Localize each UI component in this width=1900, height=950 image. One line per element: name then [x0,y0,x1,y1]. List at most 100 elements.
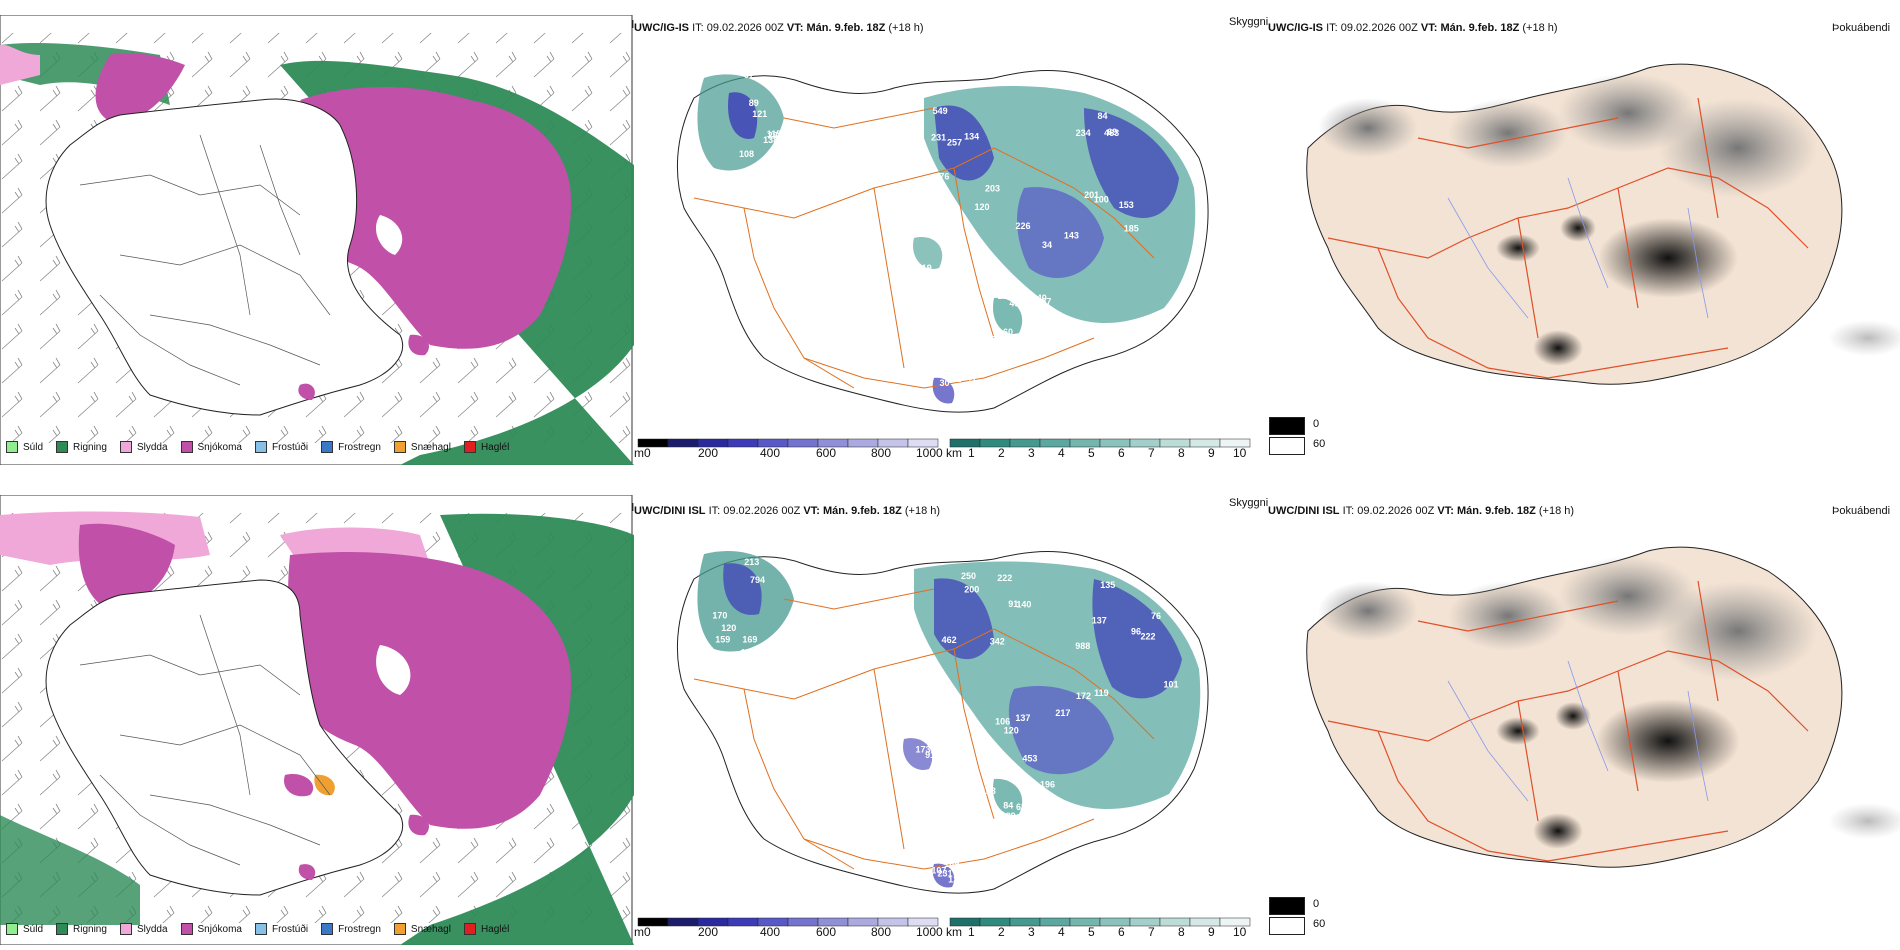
elevation-colorbar: m 0 200 400 600 800 1000 [634,438,954,465]
visibility-colorbar-strip [949,438,1251,448]
legend-swatch [119,441,132,453]
visibility-value-label: 115 [767,129,782,139]
visibility-value-label: 163 [944,846,959,856]
row1-fog-panel: UWC/IG-IS IT: 09.02.2026 00Z VT: Mán. 9.… [1268,13,1900,465]
visibility-value-label: 172 [1076,691,1091,701]
visibility-value-label: 257 [947,138,962,148]
visibility-tick: 1 [968,446,975,460]
visibility-value-label: 988 [1075,641,1090,651]
lead-time: (+18 h) [1522,22,1558,34]
visibility-value-label: 34 [1042,240,1052,250]
elevation-tick: 0 [644,925,651,939]
legend-label: Slydda [136,923,168,935]
elevation-tick: 0 [644,446,651,460]
legend-swatch [463,441,476,453]
visibility-tick: 8 [1178,925,1185,939]
visibility-tick: 2 [998,925,1005,939]
visibility-value-label: 104 [974,336,989,346]
elevation-tick: 800 [871,446,892,460]
legend-label: Rigning [73,923,107,935]
visibility-value-label: 120 [909,265,924,275]
row2-fog-header: UWC/DINI ISL IT: 09.02.2026 00Z VT: Mán.… [1268,505,1574,517]
elevation-tick: 200 [698,925,719,939]
visibility-value-label: 100 [991,817,1006,827]
legend-label: Frostúði [271,441,309,453]
visibility-value-label: 234 [1076,128,1091,138]
vt-value: Mán. 9.feb. 18Z [806,22,886,34]
visibility-value-label: 137 [1092,616,1107,626]
row2-vis-header: UWC/DINI ISL IT: 09.02.2026 00Z VT: Mán.… [634,505,940,517]
vt-value: Mán. 9.feb. 18Z [1440,22,1520,34]
visibility-tick: 8 [1178,446,1185,460]
visibility-value-label: 16 [784,162,794,172]
visibility-value-label: 170 [712,611,727,621]
visibility-value-label: 137 [935,741,950,751]
visibility-panel-title: Skyggni [1229,16,1268,28]
visibility-value-label: 457 [948,843,963,853]
model-name: UWC/IG-IS [1268,22,1323,34]
visibility-value-label: 185 [1124,224,1139,234]
visibility-value-label: 89 [1006,811,1016,821]
vt-label: VT: [1437,505,1454,517]
vt-label: VT: [786,22,804,34]
visibility-tick: 3 [1028,446,1035,460]
visibility-value-label: 94 [971,795,981,805]
legend-swatch [119,923,132,935]
legend-swatch [321,923,334,935]
visibility-value-label: 123 [981,786,996,796]
visibility-tick: 7 [1148,446,1155,460]
visibility-value-label: 231 [938,869,953,879]
fog-legend-swatch [1269,897,1305,915]
visibility-tick: 2 [998,446,1005,460]
visibility-value-label: 342 [990,637,1005,647]
legend-item: Rigning [56,441,107,453]
visibility-value-label: 100 [963,364,978,374]
legend-item: Rigning [56,923,107,935]
lead-time: (+18 h) [888,22,924,34]
lead-time: (+18 h) [904,505,941,517]
legend-swatch [321,441,334,453]
legend-swatch [463,923,476,935]
visibility-labels: 159 222 135 119 137 123 107 120 91 76 120 124 63 189 1… [712,557,1178,885]
visibility-value-label: 84 [1003,800,1013,810]
legend-item: Snjókoma [180,923,242,935]
visibility-value-label: 213 [744,557,759,567]
fog-legend-label: 0 [1313,418,1320,430]
visibility-value-label: 106 [995,717,1010,727]
row1-precip-panel: UWC/IG-IS IT: 09.02.2026 00Z VT: Mán. 9.… [0,13,634,465]
visibility-value-label: 176 [934,172,949,182]
visibility-value-label: 127 [948,875,963,885]
visibility-value-label: 136 [952,735,967,745]
visibility-value-label: 162 [946,374,961,384]
vt-value: Mán. 9.feb. 18Z [822,505,902,517]
visibility-tick: 4 [1058,446,1065,460]
it-label: IT: [692,22,704,34]
colorbar-segment [1219,917,1251,927]
visibility-value-label: 143 [1064,230,1079,240]
legend-item: Haglél [463,441,509,453]
fog-legend-swatch [1269,917,1305,935]
it-value: 09.02.2026 00Z [723,505,801,517]
legend-label: Rigning [73,441,107,453]
visibility-value-label: 96 [1131,627,1141,637]
legend-item: Frostúði [254,441,309,453]
visibility-value-label: 217 [1055,708,1070,718]
visibility-value-label: 30 [940,378,950,388]
visibility-value-label: 60 [1003,327,1013,337]
model-name: UWC/DINI ISL [634,505,706,517]
visibility-value-label: 167 [1036,297,1051,307]
visibility-value-label: 250 [961,571,976,581]
elevation-tick: 1000 [916,446,943,460]
elevation-tick: 400 [760,446,781,460]
fog-legend-swatch [1269,417,1305,435]
legend-label: Snjókoma [197,923,242,935]
visibility-map: 16 231 183 34 82 104 87 89 176 69 93 289 219 162 280 54… [677,70,1209,413]
legend-label: Súld [23,441,44,453]
fog-panel-title: Þokuábendi [1832,22,1891,34]
legend-item: Haglél [463,923,509,935]
visibility-value-label: 91 [925,750,935,760]
row2-precip-panel: UWC/DINI ISL IT: 09.02.2026 00Z VT: Mán.… [0,493,634,945]
legend-item: Snæhagl [393,923,451,935]
visibility-value-label: 226 [1016,221,1031,231]
visibility-value-label: 140 [1032,293,1047,303]
